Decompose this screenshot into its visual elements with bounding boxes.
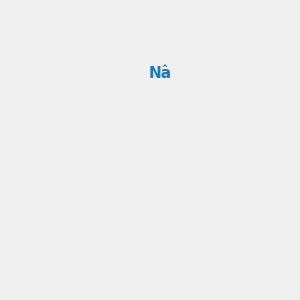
Text: Na: Na bbox=[148, 66, 172, 81]
Text: ˆ: ˆ bbox=[161, 65, 168, 78]
